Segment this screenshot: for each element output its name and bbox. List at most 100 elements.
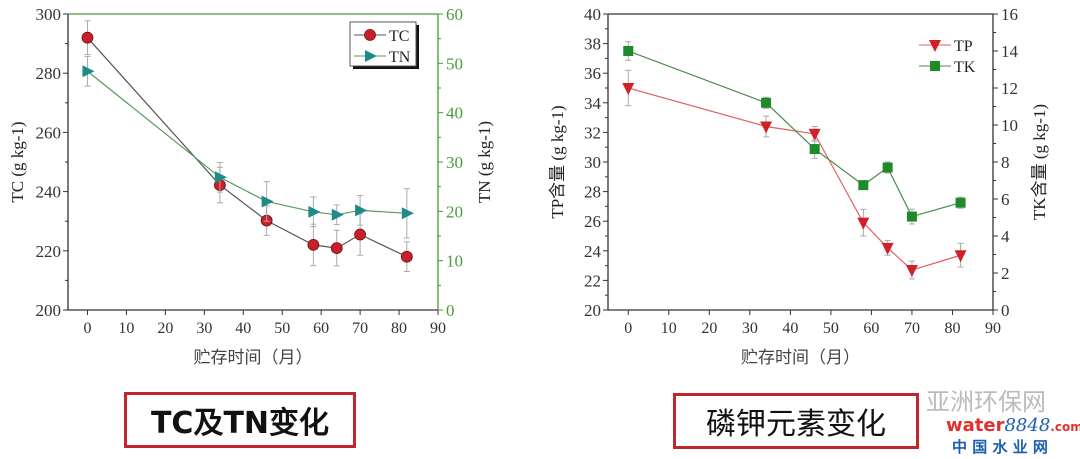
y2-axis-label: TN (g kg-1) xyxy=(475,121,494,203)
x-axis-label: 贮存时间（月） xyxy=(741,348,860,367)
data-point-TC xyxy=(307,238,320,251)
data-point-TK xyxy=(858,180,869,191)
data-point-TN xyxy=(331,208,344,221)
y-tick-label: 280 xyxy=(36,64,62,83)
x-tick-label: 0 xyxy=(83,320,91,337)
y2-tick-label: 10 xyxy=(446,252,463,271)
y-tick-label: 26 xyxy=(584,212,601,231)
y-tick-label: 24 xyxy=(584,242,602,261)
x-tick-label: 90 xyxy=(430,320,446,337)
data-point-TN xyxy=(401,207,414,220)
legend-marker-TC xyxy=(364,29,376,41)
x-axis-label: 贮存时间（月） xyxy=(194,348,313,367)
x-tick-label: 80 xyxy=(391,320,407,337)
y2-tick-label: 4 xyxy=(1001,227,1010,246)
x-tick-label: 20 xyxy=(701,320,717,337)
data-point-TN xyxy=(214,171,227,184)
y2-tick-label: 2 xyxy=(1001,264,1010,283)
x-tick-label: 40 xyxy=(235,320,251,337)
y2-tick-label: 8 xyxy=(1001,153,1010,172)
data-point-TN xyxy=(82,65,95,78)
caption-tp-tk: 磷钾元素变化 xyxy=(673,393,919,449)
y2-tick-label: 10 xyxy=(1001,116,1018,135)
series-line-TN xyxy=(87,70,407,216)
x-tick-label: 10 xyxy=(118,320,134,337)
y2-tick-label: 16 xyxy=(1001,5,1018,24)
y-tick-label: 22 xyxy=(584,271,601,290)
watermark-line2: 中 国 水 业 网 xyxy=(952,438,1048,456)
data-point-TP xyxy=(622,83,635,95)
series-line-TP xyxy=(628,87,961,271)
watermark-brand-text: water xyxy=(946,415,1005,436)
legend-label: TN xyxy=(389,49,411,66)
legend-marker-TK xyxy=(930,61,940,71)
x-tick-label: 60 xyxy=(863,320,879,337)
y2-tick-label: 6 xyxy=(1001,190,1010,209)
data-point-TK xyxy=(809,144,820,155)
y2-tick-label: 50 xyxy=(446,54,463,73)
series-line-TC xyxy=(87,37,408,258)
y-tick-label: 240 xyxy=(36,183,62,202)
x-tick-label: 90 xyxy=(985,320,1001,337)
data-point-TP xyxy=(881,242,894,255)
x-tick-label: 20 xyxy=(157,320,173,337)
y-axis-label: TC (g kg-1) xyxy=(8,121,27,202)
y-tick-label: 34 xyxy=(584,94,602,113)
x-tick-label: 70 xyxy=(904,320,920,337)
y-tick-label: 38 xyxy=(584,35,601,54)
y-tick-label: 200 xyxy=(36,301,62,320)
legend-label: TC xyxy=(389,28,409,45)
y-tick-label: 32 xyxy=(584,123,601,142)
data-point-TK xyxy=(955,197,966,208)
x-tick-label: 30 xyxy=(742,320,758,337)
y-tick-label: 36 xyxy=(584,64,601,83)
data-point-TP xyxy=(954,250,967,263)
watermark-brand-suffix: .com xyxy=(1050,420,1080,434)
x-tick-label: 70 xyxy=(352,320,368,337)
y2-axis-label: TK含量 (g kg-1) xyxy=(1030,104,1049,220)
y2-tick-label: 14 xyxy=(1001,42,1019,61)
data-point-TC xyxy=(354,228,367,241)
y2-tick-label: 0 xyxy=(1001,301,1010,320)
x-tick-label: 60 xyxy=(313,320,329,337)
x-tick-label: 50 xyxy=(274,320,290,337)
series-line-TK xyxy=(628,50,961,218)
y-tick-label: 300 xyxy=(36,5,62,24)
chart-tc-tn: 0 10 20 30 40 50 60 70 80 90 200 220 240 260 280 300 0 10… xyxy=(8,5,494,367)
y-tick-label: 40 xyxy=(584,5,601,24)
y-tick-label: 28 xyxy=(584,183,601,202)
x-tick-label: 30 xyxy=(196,320,212,337)
legend-label: TP xyxy=(954,38,973,55)
data-point-TK xyxy=(882,162,893,173)
data-point-TK xyxy=(623,46,634,56)
data-point-TC xyxy=(330,242,343,255)
data-point-TC xyxy=(400,250,413,263)
data-point-TP xyxy=(857,217,870,230)
y2-tick-label: 0 xyxy=(446,301,455,320)
data-point-TK xyxy=(906,211,917,222)
caption-tc-tn: TC及TN变化 xyxy=(124,392,356,448)
legend-marker-TN xyxy=(365,50,377,62)
y-tick-label: 220 xyxy=(36,242,62,261)
chart-tp-tk: 0 10 20 30 40 50 60 70 80 90202224262830323436384… xyxy=(548,5,1049,367)
data-point-TN xyxy=(355,204,368,217)
y-tick-label: 20 xyxy=(584,301,601,320)
y2-tick-label: 12 xyxy=(1001,79,1018,98)
data-point-TN xyxy=(261,195,274,208)
legend-marker-TP xyxy=(929,40,941,52)
legend-label: TK xyxy=(954,59,976,76)
y2-tick-label: 60 xyxy=(446,5,463,24)
y2-tick-label: 20 xyxy=(446,202,463,221)
x-tick-label: 40 xyxy=(782,320,798,337)
x-tick-label: 50 xyxy=(823,320,839,337)
legend-box xyxy=(349,21,417,67)
x-tick-label: 0 xyxy=(624,320,632,337)
data-point-TK xyxy=(761,97,772,108)
data-point-TP xyxy=(905,265,918,278)
y-tick-label: 260 xyxy=(36,123,62,142)
y-tick-label: 30 xyxy=(584,153,601,172)
y2-tick-label: 40 xyxy=(446,104,463,123)
x-tick-label: 80 xyxy=(944,320,960,337)
y-axis-label: TP含量 (g kg-1) xyxy=(548,105,567,218)
y2-tick-label: 30 xyxy=(446,153,463,172)
